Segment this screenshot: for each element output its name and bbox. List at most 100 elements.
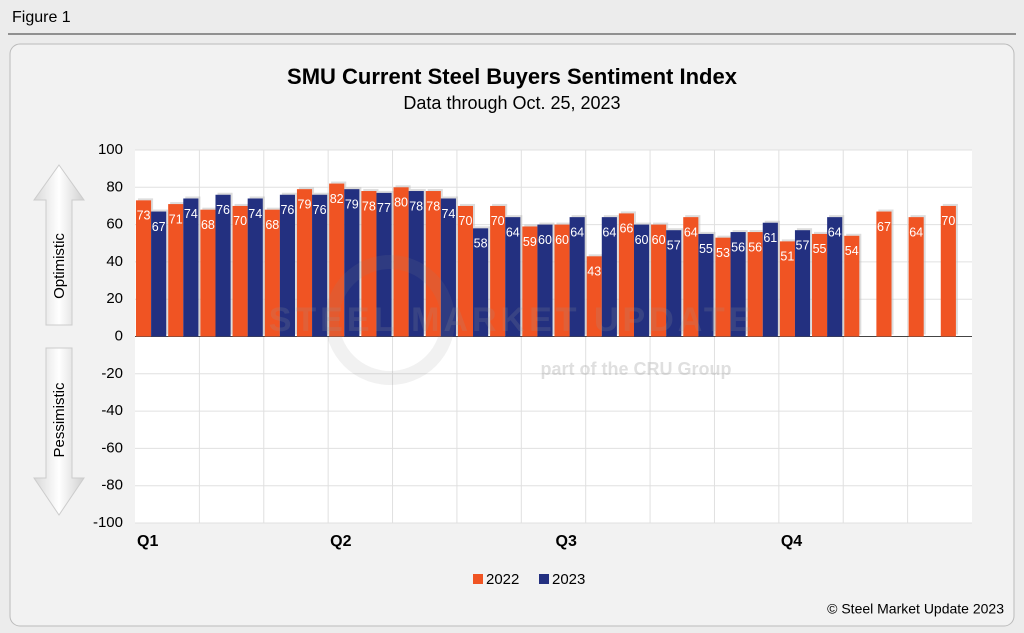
data-label: 61 <box>763 231 777 245</box>
y-tick-label: -80 <box>101 477 123 494</box>
side-label: Pessimistic <box>51 382 68 458</box>
bar <box>522 226 538 337</box>
data-label: 64 <box>570 225 584 239</box>
watermark-tagline: part of the CRU Group <box>541 359 732 379</box>
bar <box>827 217 843 337</box>
data-label: 70 <box>491 214 505 228</box>
data-label: 55 <box>699 242 713 256</box>
bar <box>812 233 828 337</box>
y-tick-label: 100 <box>98 141 123 158</box>
data-label: 59 <box>523 235 537 249</box>
bar <box>794 230 811 337</box>
watermark-logo <box>325 255 455 385</box>
data-label: 67 <box>152 220 166 234</box>
data-label: 74 <box>184 207 198 221</box>
bar <box>876 211 892 337</box>
bar <box>666 230 682 337</box>
bar <box>618 213 634 337</box>
copyright: © Steel Market Update 2023 <box>827 601 1004 617</box>
data-label: 73 <box>137 209 151 223</box>
y-tick-label: -60 <box>101 439 123 456</box>
down-arrow <box>33 347 85 516</box>
bar <box>279 194 295 337</box>
bar <box>168 204 184 337</box>
data-label: 60 <box>555 233 569 247</box>
bar <box>344 189 360 337</box>
data-label: 74 <box>441 207 455 221</box>
y-tick-label: 60 <box>106 216 123 233</box>
watermark: STEEL MARKET UPDATE <box>269 301 756 339</box>
data-label: 54 <box>845 244 859 258</box>
x-tick-label: Q3 <box>556 533 577 550</box>
data-label: 70 <box>941 214 955 228</box>
chart-subtitle: Data through Oct. 25, 2023 <box>403 93 620 113</box>
y-tick-label: -40 <box>101 402 123 419</box>
y-tick-label: 0 <box>115 327 123 344</box>
legend-label: 2022 <box>486 571 519 588</box>
data-label: 53 <box>716 246 730 260</box>
y-tick-label: 80 <box>106 178 123 195</box>
data-label: 76 <box>313 203 327 217</box>
data-label: 64 <box>828 225 842 239</box>
bar <box>601 217 617 337</box>
bar <box>554 224 570 337</box>
data-label: 82 <box>330 192 344 206</box>
bar <box>698 233 714 337</box>
x-tick-label: Q4 <box>781 533 802 550</box>
bar <box>425 191 441 337</box>
data-label: 56 <box>731 240 745 254</box>
data-label: 57 <box>667 238 681 252</box>
data-label: 68 <box>201 218 215 232</box>
side-label: Optimistic <box>51 233 68 299</box>
data-label: 68 <box>265 218 279 232</box>
data-label: 60 <box>538 233 552 247</box>
data-label: 66 <box>619 222 633 236</box>
data-label: 60 <box>652 233 666 247</box>
bar <box>779 241 795 337</box>
data-label: 74 <box>248 207 262 221</box>
data-label: 70 <box>459 214 473 228</box>
bar <box>586 256 602 337</box>
legend-swatch <box>473 574 483 584</box>
bar <box>232 205 248 337</box>
data-label: 56 <box>748 240 762 254</box>
bar <box>312 194 328 337</box>
bar <box>264 209 280 337</box>
bar <box>200 209 216 337</box>
y-tick-label: -20 <box>101 365 123 382</box>
data-label: 67 <box>877 220 891 234</box>
bar <box>393 187 409 337</box>
data-label: 55 <box>813 242 827 256</box>
bar <box>329 183 345 337</box>
bar <box>296 189 313 337</box>
data-label: 51 <box>780 250 794 264</box>
data-label: 64 <box>602 225 616 239</box>
legend-label: 2023 <box>552 571 585 588</box>
bar <box>376 192 392 337</box>
bar <box>183 198 199 337</box>
x-tick-label: Q2 <box>330 533 351 550</box>
bar <box>844 235 860 337</box>
data-label: 64 <box>506 225 520 239</box>
bar <box>747 232 763 337</box>
data-label: 78 <box>409 199 423 213</box>
bar <box>215 194 231 337</box>
bar <box>473 228 489 337</box>
data-label: 78 <box>426 199 440 213</box>
bar <box>408 191 424 337</box>
chart-title: SMU Current Steel Buyers Sentiment Index <box>287 64 738 89</box>
data-label: 79 <box>345 197 359 211</box>
bar <box>715 237 731 337</box>
bar <box>730 232 746 337</box>
data-label: 64 <box>684 225 698 239</box>
bar <box>651 224 667 337</box>
bar <box>361 191 377 337</box>
bar <box>151 211 167 337</box>
data-label: 70 <box>233 214 247 228</box>
data-label: 79 <box>298 197 312 211</box>
x-tick-label: Q1 <box>137 533 158 550</box>
data-label: 60 <box>635 233 649 247</box>
bar <box>537 224 553 337</box>
bar <box>633 224 650 337</box>
